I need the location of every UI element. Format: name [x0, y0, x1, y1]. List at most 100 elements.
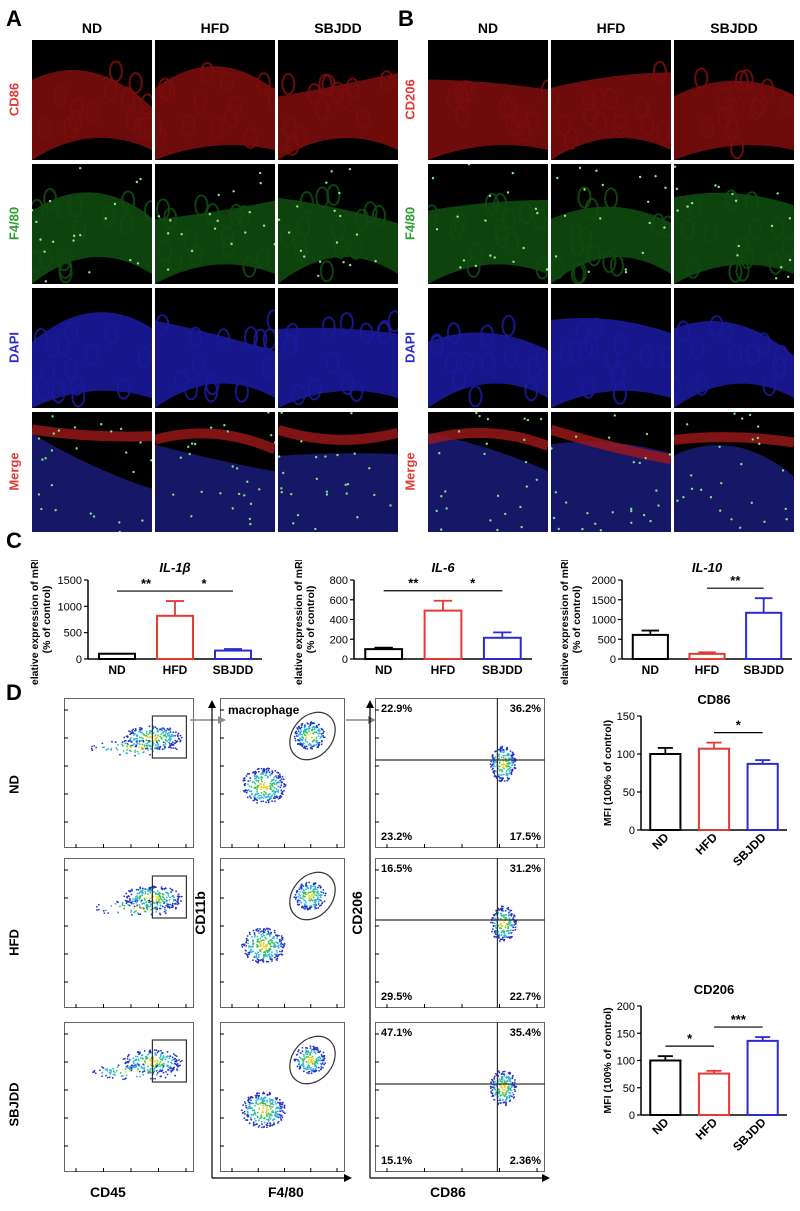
panel-a-col-nd: ND [81, 20, 103, 36]
y-tick-label: 0 [629, 1110, 635, 1122]
y-tick-label: 50 [623, 1083, 635, 1095]
panel-b-micrograph [551, 288, 671, 408]
flow-plot [64, 1022, 194, 1172]
gate-ellipse [289, 711, 336, 761]
chart-title: IL-1β [159, 560, 190, 575]
panel-a-micrograph [32, 164, 152, 284]
panel-a-micrograph [32, 40, 152, 160]
chart-title: IL-6 [431, 560, 455, 575]
panel-b-row-label: F4/80 [402, 206, 418, 241]
panel-b-micrograph [674, 288, 794, 408]
chart-title: CD206 [694, 982, 734, 997]
bar [482, 636, 522, 661]
x-tick-label: HFD [163, 663, 188, 677]
panel-a-micrograph [278, 288, 398, 408]
panel-a-micrograph [155, 288, 275, 408]
flow-plot: macrophage [220, 698, 345, 848]
panel-b-col-sbjdd: SBJDD [710, 20, 758, 36]
axis-label-cd86: CD86 [430, 1184, 466, 1200]
panel-b-micrograph [674, 164, 794, 284]
bar [745, 611, 783, 660]
flow-plot [220, 858, 345, 1008]
x-tick-label: HFD [693, 1115, 721, 1143]
chart-il10: IL-10 0 500 1000 1500 2000 Relative expression… [559, 560, 792, 685]
y-tick-label: 800 [330, 575, 348, 587]
significance-label: * [687, 1031, 693, 1046]
y-tick-label: 150 [617, 711, 635, 723]
y-tick-label: 150 [617, 1028, 635, 1040]
bar [688, 652, 726, 660]
x-tick-label: HFD [693, 830, 721, 858]
quadrant-percent: 16.5% [381, 863, 412, 875]
x-tick-label: ND [108, 663, 126, 677]
significance-label: * [470, 576, 476, 591]
panel-letter-c: C [6, 528, 22, 553]
panel-b-micrograph [428, 40, 548, 160]
significance-label: * [201, 576, 207, 591]
flow-plot [64, 698, 194, 848]
panel-b-micrograph [428, 164, 548, 284]
panel-a-row-label: DAPI [6, 331, 22, 364]
gate-ellipse [289, 1035, 336, 1085]
y-tick-label: 0 [629, 825, 635, 837]
panel-b-micrograph [428, 288, 548, 408]
flow-plot [220, 1022, 345, 1172]
y-tick-label: 200 [330, 634, 348, 646]
y-tick-label: 1000 [592, 615, 616, 627]
gate-arrows [190, 716, 376, 724]
gate-box [151, 875, 188, 919]
x-tick-label: SBJDD [730, 830, 769, 869]
significance-label: ** [730, 573, 741, 588]
quadrant-percent: 15.1% [381, 1155, 412, 1167]
bar [649, 1059, 682, 1116]
panel-b-micrograph [674, 40, 794, 160]
bar [214, 649, 252, 660]
y-tick-label: 0 [610, 654, 616, 666]
bar [746, 762, 779, 831]
chart-il6: IL-6 0 200 400 600 800 Relative expression of … [293, 560, 532, 685]
y-tick-label: 0 [342, 654, 348, 666]
bar [746, 1039, 779, 1117]
y-tick-label: 500 [64, 628, 82, 640]
flow-plot: 16.5% 31.2% 29.5% 22.7% [375, 858, 545, 1008]
significance-label: ** [408, 576, 419, 591]
y-axis-arrow [208, 700, 216, 1178]
x-tick-label: ND [649, 830, 671, 852]
x-axis-arrow [212, 1174, 352, 1182]
axis-label-cd206: CD206 [348, 891, 365, 935]
y-axis-label: MFI (100% of control) [602, 1007, 614, 1113]
chart-il1b: IL-1β 0 500 1000 1500 Relative expression of … [29, 560, 262, 685]
axis-label-cd11b: CD11b [191, 891, 208, 935]
quadrant-percent: 23.2% [381, 831, 412, 843]
bar [423, 609, 463, 660]
quadrant-percent: 36.2% [510, 703, 541, 715]
panel-a-micrograph [278, 164, 398, 284]
panel-b-row-label: Merge [402, 452, 418, 491]
x-tick-label: SBJDD [213, 663, 254, 677]
flow-plot: 47.1% 35.4% 15.1% 2.36% [375, 1022, 545, 1172]
panel-a-micrograph [32, 412, 152, 532]
x-axis-arrow [370, 1174, 550, 1182]
y-tick-label: 1000 [58, 601, 82, 613]
y-axis-label: Relative expression of mRNA(% of control… [29, 560, 53, 685]
panel-letter-b: B [398, 6, 414, 31]
flow-row-label: HFD [6, 929, 22, 956]
bar [156, 614, 194, 660]
panel-b-micrograph [551, 164, 671, 284]
panel-letter-a: A [6, 6, 22, 31]
x-tick-label: ND [642, 663, 660, 677]
quadrant-percent: 22.7% [510, 991, 541, 1003]
y-tick-label: 100 [617, 749, 635, 761]
y-axis-arrow [366, 700, 374, 1178]
y-axis-label: Relative expression of mRNA(% of control… [293, 560, 317, 685]
y-tick-label: 200 [617, 1001, 635, 1013]
gate-box [151, 715, 188, 759]
y-tick-label: 1500 [592, 595, 616, 607]
quadrant-percent: 47.1% [381, 1027, 412, 1039]
flow-plot [64, 858, 194, 1008]
bar [98, 652, 136, 660]
quadrant-percent: 17.5% [510, 831, 541, 843]
y-axis-label: Relative expression of mRNA(% of control… [559, 560, 583, 685]
x-tick-label: HFD [695, 663, 720, 677]
